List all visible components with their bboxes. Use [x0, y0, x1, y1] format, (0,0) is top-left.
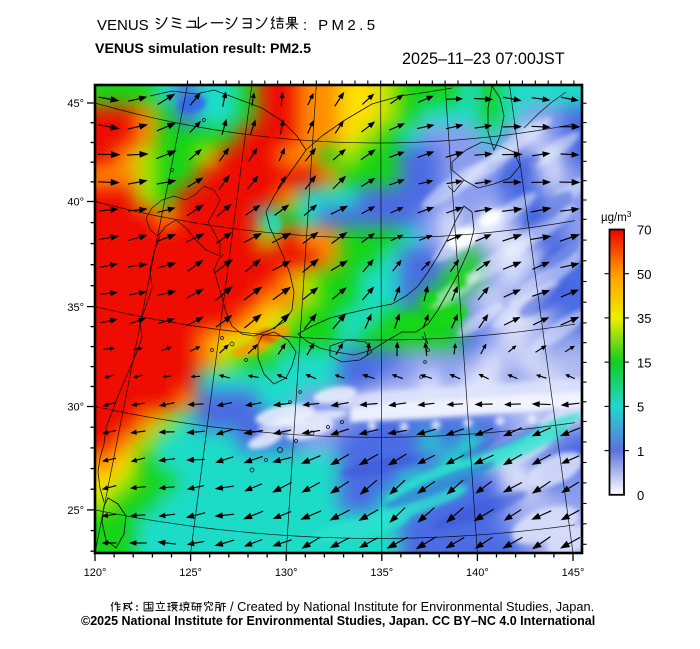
svg-text:40°: 40°: [67, 197, 84, 209]
svg-text:45°: 45°: [67, 98, 84, 110]
svg-text:2025–11–23 07:00JST: 2025–11–23 07:00JST: [402, 50, 565, 68]
svg-text:©2025 National Institute for E: ©2025 National Institute for Environment…: [81, 614, 595, 628]
svg-text:140°: 140°: [466, 567, 489, 579]
svg-text:µg/m3: µg/m3: [601, 209, 632, 224]
svg-text:35°: 35°: [67, 302, 84, 314]
svg-text:15: 15: [637, 355, 651, 370]
svg-text:1: 1: [637, 444, 644, 459]
svg-text:VENUS: VENUS: [97, 17, 149, 34]
svg-text:0: 0: [637, 488, 644, 503]
svg-text:135°: 135°: [370, 567, 393, 579]
svg-text:125°: 125°: [179, 567, 202, 579]
svg-text:5: 5: [637, 400, 644, 415]
svg-text:: PM2.5: : PM2.5: [303, 17, 379, 34]
svg-text:VENUS simulation result: PM2.5: VENUS simulation result: PM2.5: [95, 41, 311, 57]
svg-text:120°: 120°: [84, 567, 107, 579]
svg-text:70: 70: [637, 223, 651, 238]
svg-text:/ Created by National Institut: / Created by National Institute for Envi…: [230, 599, 594, 614]
svg-text:25°: 25°: [67, 505, 84, 517]
svg-text:30°: 30°: [67, 402, 84, 414]
svg-text:35: 35: [637, 311, 651, 326]
svg-text:130°: 130°: [275, 567, 298, 579]
svg-text:50: 50: [637, 267, 651, 282]
svg-text:145°: 145°: [562, 567, 585, 579]
